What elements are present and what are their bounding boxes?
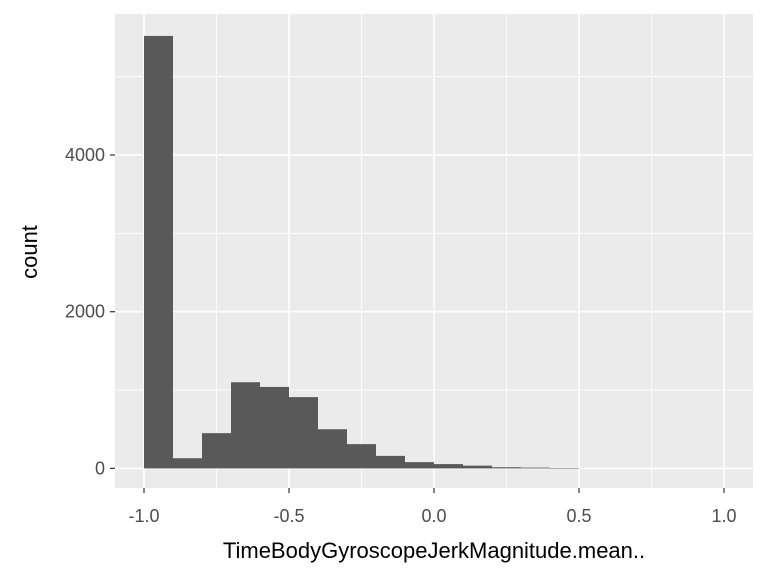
x-tick-label: -1.0 [128, 506, 159, 526]
y-tick-label: 0 [95, 458, 105, 478]
histogram-bar [260, 386, 289, 469]
histogram-bars [144, 35, 579, 469]
histogram-bar [347, 444, 376, 469]
x-axis-title: TimeBodyGyroscopeJerkMagnitude.mean.. [223, 538, 645, 563]
x-tick-label: -0.5 [273, 506, 304, 526]
y-axis-title: count [17, 225, 42, 279]
y-tick-label: 4000 [65, 145, 105, 165]
y-axis: 0 2000 4000 [65, 145, 115, 478]
histogram-bar [173, 458, 202, 469]
x-tick-label: 0.5 [566, 506, 591, 526]
histogram-bar [405, 462, 434, 469]
y-tick-label: 2000 [65, 302, 105, 322]
x-axis: -1.0 -0.5 0.0 0.5 1.0 [128, 488, 737, 526]
histogram-bar [521, 467, 550, 469]
histogram-bar [231, 382, 260, 469]
x-tick-label: 0.0 [421, 506, 446, 526]
histogram-bar [289, 397, 318, 469]
x-tick-label: 1.0 [711, 506, 736, 526]
histogram-bar [434, 464, 463, 469]
histogram-bar [202, 433, 231, 469]
histogram-bar [463, 465, 492, 469]
histogram-bar [376, 455, 405, 469]
histogram-bar [318, 429, 347, 469]
histogram-bar [492, 467, 521, 469]
histogram-bar [144, 35, 173, 469]
histogram-bar [550, 468, 579, 469]
